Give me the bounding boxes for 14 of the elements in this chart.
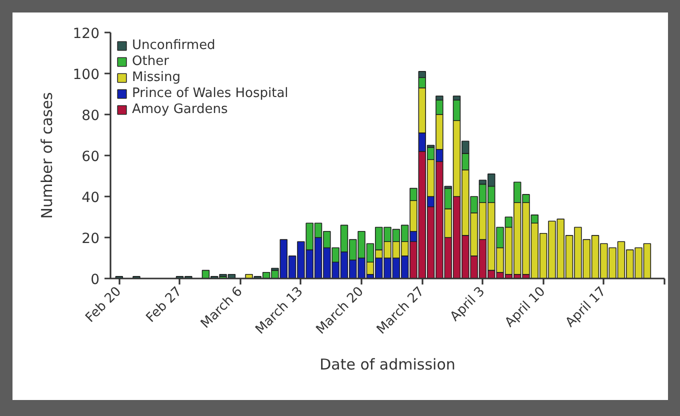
y-tick-label: 120 bbox=[72, 26, 100, 42]
y-tick-label: 80 bbox=[82, 108, 100, 124]
y-tick-label: 60 bbox=[82, 149, 100, 165]
legend-label: Amoy Gardens bbox=[132, 102, 228, 117]
x-axis-title: Date of admission bbox=[320, 356, 456, 374]
y-tick-label: 100 bbox=[72, 67, 100, 83]
y-tick-label: 20 bbox=[82, 231, 100, 247]
legend-label: Other bbox=[132, 54, 169, 69]
legend-label: Missing bbox=[132, 70, 180, 85]
y-axis-title: Number of cases bbox=[38, 92, 56, 219]
x-tick-label: Feb 27 bbox=[144, 284, 186, 326]
legend-label: Prince of Wales Hospital bbox=[132, 86, 288, 101]
legend-label: Unconfirmed bbox=[132, 38, 216, 53]
y-tick-label: 40 bbox=[82, 190, 100, 206]
